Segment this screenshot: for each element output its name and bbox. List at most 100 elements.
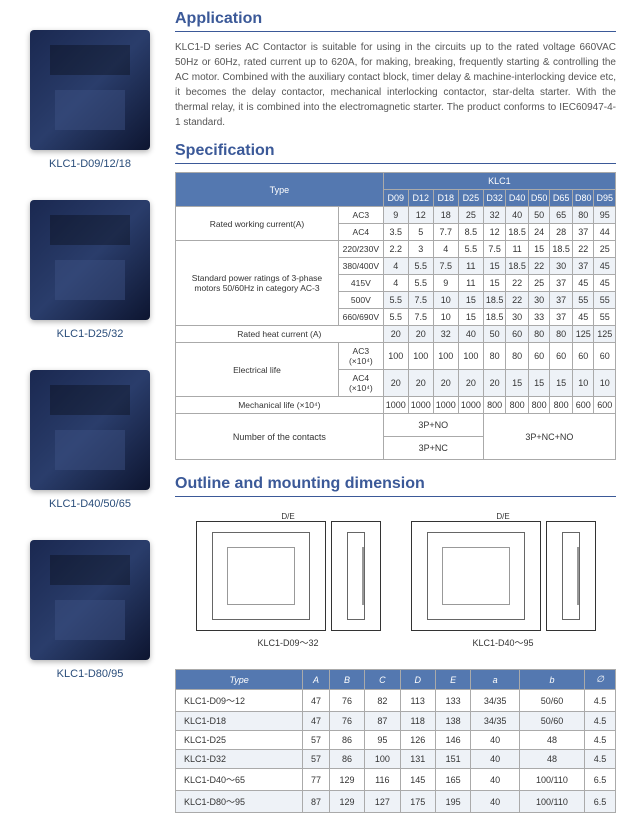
dim-value: 100 bbox=[365, 750, 400, 769]
dim-value: 100/110 bbox=[519, 769, 584, 791]
spec-value: 15 bbox=[458, 292, 483, 309]
spec-value: 20 bbox=[433, 370, 458, 397]
dim-value: 116 bbox=[365, 769, 400, 791]
spec-value: 11 bbox=[458, 258, 483, 275]
dim-value: 48 bbox=[519, 750, 584, 769]
dim-header: ∅ bbox=[585, 670, 616, 690]
spec-value: 50 bbox=[483, 326, 506, 343]
spec-value: 80 bbox=[528, 326, 550, 343]
spec-value: 37 bbox=[572, 224, 594, 241]
spec-value: 55 bbox=[594, 292, 616, 309]
spec-value: 125 bbox=[572, 326, 594, 343]
spec-sub-label: AC4 (×10⁴) bbox=[338, 370, 383, 397]
spec-value: 22 bbox=[572, 241, 594, 258]
spec-value: 1000 bbox=[433, 397, 458, 414]
spec-value: 4 bbox=[433, 241, 458, 258]
spec-sub-label: AC3 (×10⁴) bbox=[338, 343, 383, 370]
spec-value: 11 bbox=[458, 275, 483, 292]
product-image bbox=[30, 540, 150, 660]
dim-value: 113 bbox=[400, 690, 435, 712]
spec-value: 24 bbox=[528, 224, 550, 241]
spec-value: 9 bbox=[383, 207, 408, 224]
spec-value: 5.5 bbox=[383, 309, 408, 326]
specification-heading: Specification bbox=[175, 142, 616, 164]
dim-value: 82 bbox=[365, 690, 400, 712]
spec-value: 800 bbox=[483, 397, 506, 414]
spec-value: 10 bbox=[433, 309, 458, 326]
spec-value: 100 bbox=[458, 343, 483, 370]
dim-value: 4.5 bbox=[585, 690, 616, 712]
spec-value: 45 bbox=[594, 275, 616, 292]
spec-value: 37 bbox=[550, 309, 573, 326]
dim-value: 50/60 bbox=[519, 690, 584, 712]
product-label: KLC1-D09/12/18 bbox=[20, 158, 160, 170]
spec-value: 7.7 bbox=[433, 224, 458, 241]
spec-value: 45 bbox=[594, 258, 616, 275]
spec-value: 12 bbox=[408, 207, 433, 224]
spec-value: 33 bbox=[528, 309, 550, 326]
diagram-1-label: KLC1-D09～32 bbox=[196, 636, 381, 649]
spec-value: 12 bbox=[483, 224, 506, 241]
spec-value: 37 bbox=[550, 275, 573, 292]
spec-sub-label: 500V bbox=[338, 292, 383, 309]
spec-value: 15 bbox=[528, 241, 550, 258]
spec-value: 22 bbox=[506, 292, 529, 309]
spec-value: 15 bbox=[483, 258, 506, 275]
spec-value: 1000 bbox=[458, 397, 483, 414]
spec-value: 60 bbox=[550, 343, 573, 370]
dim-value: KLC1-D40～65 bbox=[176, 769, 303, 791]
spec-value: 3 bbox=[408, 241, 433, 258]
model-header: D95 bbox=[594, 190, 616, 207]
spec-value: 7.5 bbox=[483, 241, 506, 258]
spec-value: 45 bbox=[572, 275, 594, 292]
product-image bbox=[30, 370, 150, 490]
dim-header: B bbox=[329, 670, 364, 690]
dim-header: C bbox=[365, 670, 400, 690]
spec-value: 10 bbox=[572, 370, 594, 397]
spec-value: 80 bbox=[572, 207, 594, 224]
spec-value: 20 bbox=[458, 370, 483, 397]
spec-value: 45 bbox=[572, 309, 594, 326]
model-header: D32 bbox=[483, 190, 506, 207]
dim-value: 77 bbox=[303, 769, 330, 791]
spec-value: 600 bbox=[594, 397, 616, 414]
spec-value: 28 bbox=[550, 224, 573, 241]
spec-value: 40 bbox=[506, 207, 529, 224]
spec-sub-label: 415V bbox=[338, 275, 383, 292]
dim-value: 40 bbox=[471, 791, 520, 813]
dim-value: 4.5 bbox=[585, 712, 616, 731]
spec-value: 4 bbox=[383, 275, 408, 292]
spec-value: 15 bbox=[528, 370, 550, 397]
dim-value: 6.5 bbox=[585, 769, 616, 791]
product-label: KLC1-D80/95 bbox=[20, 668, 160, 680]
spec-value: 18.5 bbox=[483, 309, 506, 326]
spec-value: 50 bbox=[528, 207, 550, 224]
spec-value: 5 bbox=[408, 224, 433, 241]
spec-value: 5.5 bbox=[458, 241, 483, 258]
diagram-2-side bbox=[546, 521, 596, 631]
dim-value: 86 bbox=[329, 731, 364, 750]
dim-header: b bbox=[519, 670, 584, 690]
spec-value: 100 bbox=[408, 343, 433, 370]
dim-value: 165 bbox=[435, 769, 470, 791]
spec-value: 55 bbox=[594, 309, 616, 326]
dim-value: KLC1-D09～12 bbox=[176, 690, 303, 712]
spec-value: 15 bbox=[458, 309, 483, 326]
dim-header: D bbox=[400, 670, 435, 690]
dim-value: 48 bbox=[519, 731, 584, 750]
dim-value: 126 bbox=[400, 731, 435, 750]
dim-value: 76 bbox=[329, 690, 364, 712]
product-image bbox=[30, 200, 150, 320]
spec-value: 8.5 bbox=[458, 224, 483, 241]
dim-value: 40 bbox=[471, 750, 520, 769]
dim-value: 127 bbox=[365, 791, 400, 813]
dim-value: 4.5 bbox=[585, 750, 616, 769]
contacts-3pno: 3P+NO bbox=[383, 414, 483, 437]
dim-value: 6.5 bbox=[585, 791, 616, 813]
spec-value: 18 bbox=[433, 207, 458, 224]
spec-value: 25 bbox=[528, 275, 550, 292]
spec-value: 20 bbox=[383, 326, 408, 343]
spec-value: 30 bbox=[506, 309, 529, 326]
spec-value: 25 bbox=[458, 207, 483, 224]
model-header: D40 bbox=[506, 190, 529, 207]
